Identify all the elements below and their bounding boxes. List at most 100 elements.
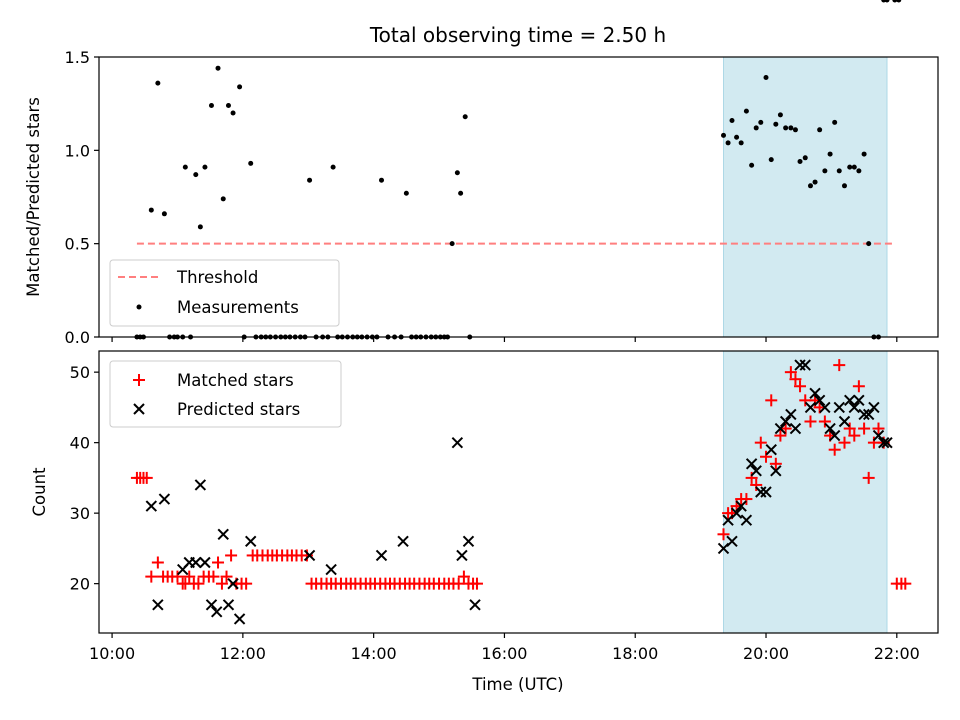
x-stroke-b [838, 415, 851, 428]
ratio-y-axis-ticks: 0.0 0.5 1.0 1.5 [65, 48, 99, 347]
predicted-star-point [868, 401, 880, 414]
measurement-point [822, 168, 828, 174]
predicted-star-point [765, 443, 777, 456]
measurement-point [827, 151, 833, 157]
predicted-star-point [730, 507, 743, 519]
x-stroke-b [227, 577, 239, 590]
x-stroke-b [804, 401, 817, 414]
matched-star-point [717, 528, 730, 541]
measurement-point [856, 168, 862, 174]
measurement-point [197, 224, 203, 230]
predicted-star-point [824, 422, 836, 435]
count-y-axis-label: Count [30, 467, 49, 517]
matched-star-point [899, 577, 912, 590]
measurement-point [768, 157, 774, 163]
x-stroke-b [828, 429, 841, 442]
predicted-star-point [833, 401, 845, 414]
ratio-legend-box [109, 259, 340, 327]
predicted-star-point [717, 542, 730, 555]
x-stroke-b [765, 443, 777, 456]
x-stroke-b [878, 436, 890, 449]
measurement-point [449, 241, 455, 247]
predicted-star-point [804, 401, 817, 414]
predicted-star-point [722, 514, 734, 526]
x-stroke-b [809, 387, 821, 400]
matched-star-point [215, 577, 228, 590]
x-stroke-b [760, 486, 772, 498]
legend-matched-swatch [133, 374, 145, 386]
measurement-point [861, 151, 867, 157]
predicted-star-point [813, 394, 826, 407]
predicted-star-point [397, 535, 409, 548]
measurement-point [788, 125, 794, 131]
x-stroke-b [774, 422, 787, 435]
predicted-star-point [779, 415, 792, 428]
x-stroke-b [303, 549, 316, 562]
measurement-point [729, 117, 735, 123]
predicted-star-point [222, 599, 235, 611]
x-stroke-b [848, 401, 861, 414]
count-panel-frame [98, 350, 939, 634]
predicted-star-point [740, 514, 753, 526]
predicted-star-point [375, 549, 388, 562]
count-legend-box [109, 360, 342, 428]
x-stroke-b [868, 401, 880, 414]
x-stroke-b [722, 514, 734, 526]
predicted-star-point [745, 458, 758, 470]
measurement-point [403, 190, 409, 196]
legend-predicted-swatch [133, 403, 145, 415]
measurement-point [836, 168, 842, 174]
x-axis-label: Time (UTC) [471, 675, 563, 694]
predicted-star-point [205, 599, 218, 611]
legend-measurements-swatch [136, 304, 142, 310]
measurement-point [851, 164, 857, 170]
x-stroke-b [730, 507, 743, 519]
measurement-point [807, 183, 813, 189]
matched-star-point [207, 570, 220, 583]
matched-star-point [240, 577, 253, 590]
x-stroke-b [222, 599, 235, 611]
matched-star-point [848, 429, 861, 442]
predicted-star-point [770, 465, 782, 477]
predicted-star-point [881, 436, 893, 449]
matched-star-point [225, 549, 238, 562]
matched-star-point [838, 436, 851, 449]
x-stroke-b [858, 408, 870, 421]
matched-star-point [212, 556, 225, 569]
measurement-point [743, 108, 749, 114]
count-x-axis-ticks: 10:00 12:00 14:00 16:00 18:00 20:00 22:00 [89, 633, 920, 663]
matched-star-point [872, 422, 885, 435]
y-tick-label: 40 [70, 434, 90, 453]
matched-stars-points [130, 359, 912, 590]
matched-star-point [858, 422, 871, 435]
predicted-star-point [152, 599, 164, 611]
predicted-star-point [233, 613, 246, 625]
predicted-star-point [789, 422, 802, 435]
x-stroke-b [799, 359, 811, 371]
x-stroke-b [844, 394, 856, 407]
predicted-star-point [819, 401, 831, 414]
predicted-star-point [227, 577, 239, 590]
matched-star-point [183, 570, 196, 583]
ratio-y-axis-label: Matched/Predicted stars [24, 97, 43, 297]
measurement-point [812, 179, 818, 185]
x-stroke-b [145, 500, 158, 512]
matched-star-point [750, 478, 763, 491]
measurement-point [193, 172, 199, 178]
predicted-star-point [785, 408, 797, 421]
y-tick-label: 50 [70, 363, 90, 382]
x-stroke-b [819, 401, 831, 414]
measurement-point [220, 196, 226, 202]
y-tick-label: 1.5 [65, 48, 90, 67]
predicted-star-point [828, 429, 841, 442]
x-stroke-b [750, 465, 762, 477]
count-panel: 20 30 40 50 10:00 12:00 14:00 16:00 18:00 20:00 2… [30, 350, 939, 694]
y-tick-label: 30 [70, 504, 90, 523]
matched-star-point [843, 422, 856, 435]
matched-star-point [760, 450, 773, 463]
ratio-panel-frame [98, 56, 939, 338]
x-stroke-b [779, 415, 792, 428]
ratio-x-axis-ticks [111, 337, 898, 342]
measurement-point [734, 134, 740, 140]
measurement-point [225, 103, 231, 109]
